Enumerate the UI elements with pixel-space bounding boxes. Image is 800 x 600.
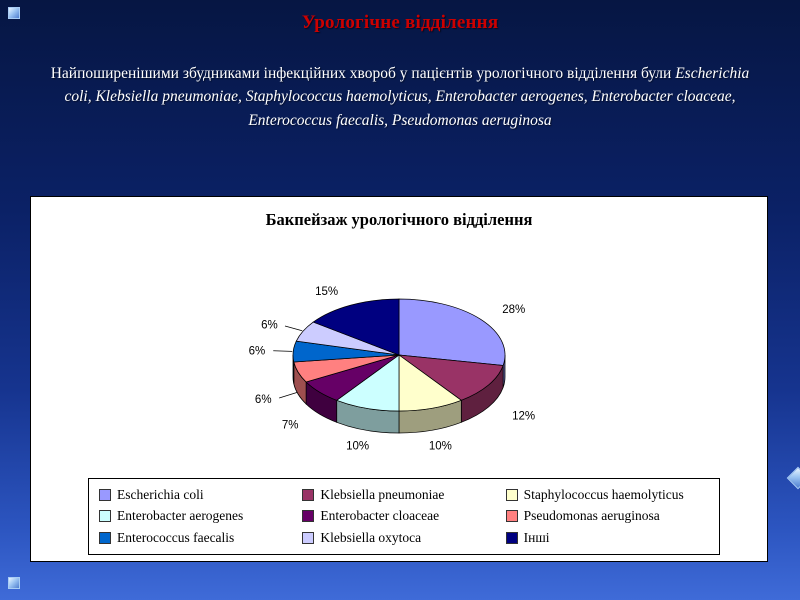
pie-percent-label: 10% [346,440,369,452]
legend-label: Klebsiella oxytoca [320,530,422,546]
legend-item: Escherichia coli [99,487,302,503]
paragraph-segment: Escherichia coli, Klebsiella pneumoniae,… [64,65,750,129]
pie-slice [312,298,400,356]
legend-item: Enterobacter aerogenes [99,508,302,524]
legend-marker-icon [99,510,111,523]
pie-percent-label: 6% [261,319,278,331]
legend-marker-icon [505,532,518,545]
label-leader-line [279,392,298,399]
label-leader-line [273,350,293,352]
legend-item: Enterococcus faecalis [99,530,302,546]
chart-panel: Бакпейзаж урологічного відділення 28% 12%… [30,196,768,562]
corner-decoration-top-left-icon [8,7,20,19]
edge-decoration-right-icon [786,466,800,490]
legend-item: Staphylococcus haemolyticus [505,486,709,503]
legend-item: Klebsiella oxytoca [302,530,505,546]
legend-item: Enterobacter cloaceae [302,508,505,524]
pie-slice [397,354,504,401]
pie-percent-label: 6% [249,345,266,357]
pie-percent-label: 7% [282,420,299,432]
label-leader-line [284,325,303,332]
legend-label: Інші [523,530,550,546]
legend-label: Enterobacter aerogenes [117,508,244,524]
legend-marker-icon [302,532,315,545]
legend-label: Pseudomonas aeruginosa [523,508,660,524]
pie-chart: 28% 12% 10% 10% 7% 6% 6% 6% 15% [249,286,536,453]
legend-marker-icon [99,532,111,545]
legend-label: Enterococcus faecalis [117,530,235,546]
pie-percent-label: 12% [512,411,535,423]
legend-marker-icon [505,510,518,523]
pie-percent-label: 28% [502,304,525,316]
legend-label: Klebsiella pneumoniae [320,486,445,502]
legend-item: Klebsiella pneumoniae [302,487,505,503]
slide-title: Урологічне відділення [301,12,499,33]
legend-marker-icon [99,488,111,501]
legend-label: Escherichia coli [117,486,204,502]
pie-slice [398,298,506,366]
corner-decoration-bottom-left-icon [8,577,20,589]
legend-item: Pseudomonas aeruginosa [505,508,709,524]
legend-marker-icon [302,510,315,523]
paragraph-segment: Найпоширенішими збудниками інфекційних х… [50,65,676,82]
legend-label: Enterobacter cloaceae [320,508,440,524]
legend-marker-icon [505,488,518,501]
chart-legend: Escherichia coli Klebsiella pneumoniae Sta… [88,478,720,555]
legend-label: Staphylococcus haemolyticus [523,486,684,502]
pie-percent-label: 6% [255,394,272,406]
legend-item: Інші [505,530,709,546]
pie-percent-label: 10% [429,440,452,452]
legend-marker-icon [302,488,315,501]
pie-percent-label: 15% [315,286,338,298]
chart-title: Бакпейзаж урологічного відділення [265,210,533,229]
slide-paragraph: Найпоширенішими збудниками інфекційних х… [50,62,750,132]
